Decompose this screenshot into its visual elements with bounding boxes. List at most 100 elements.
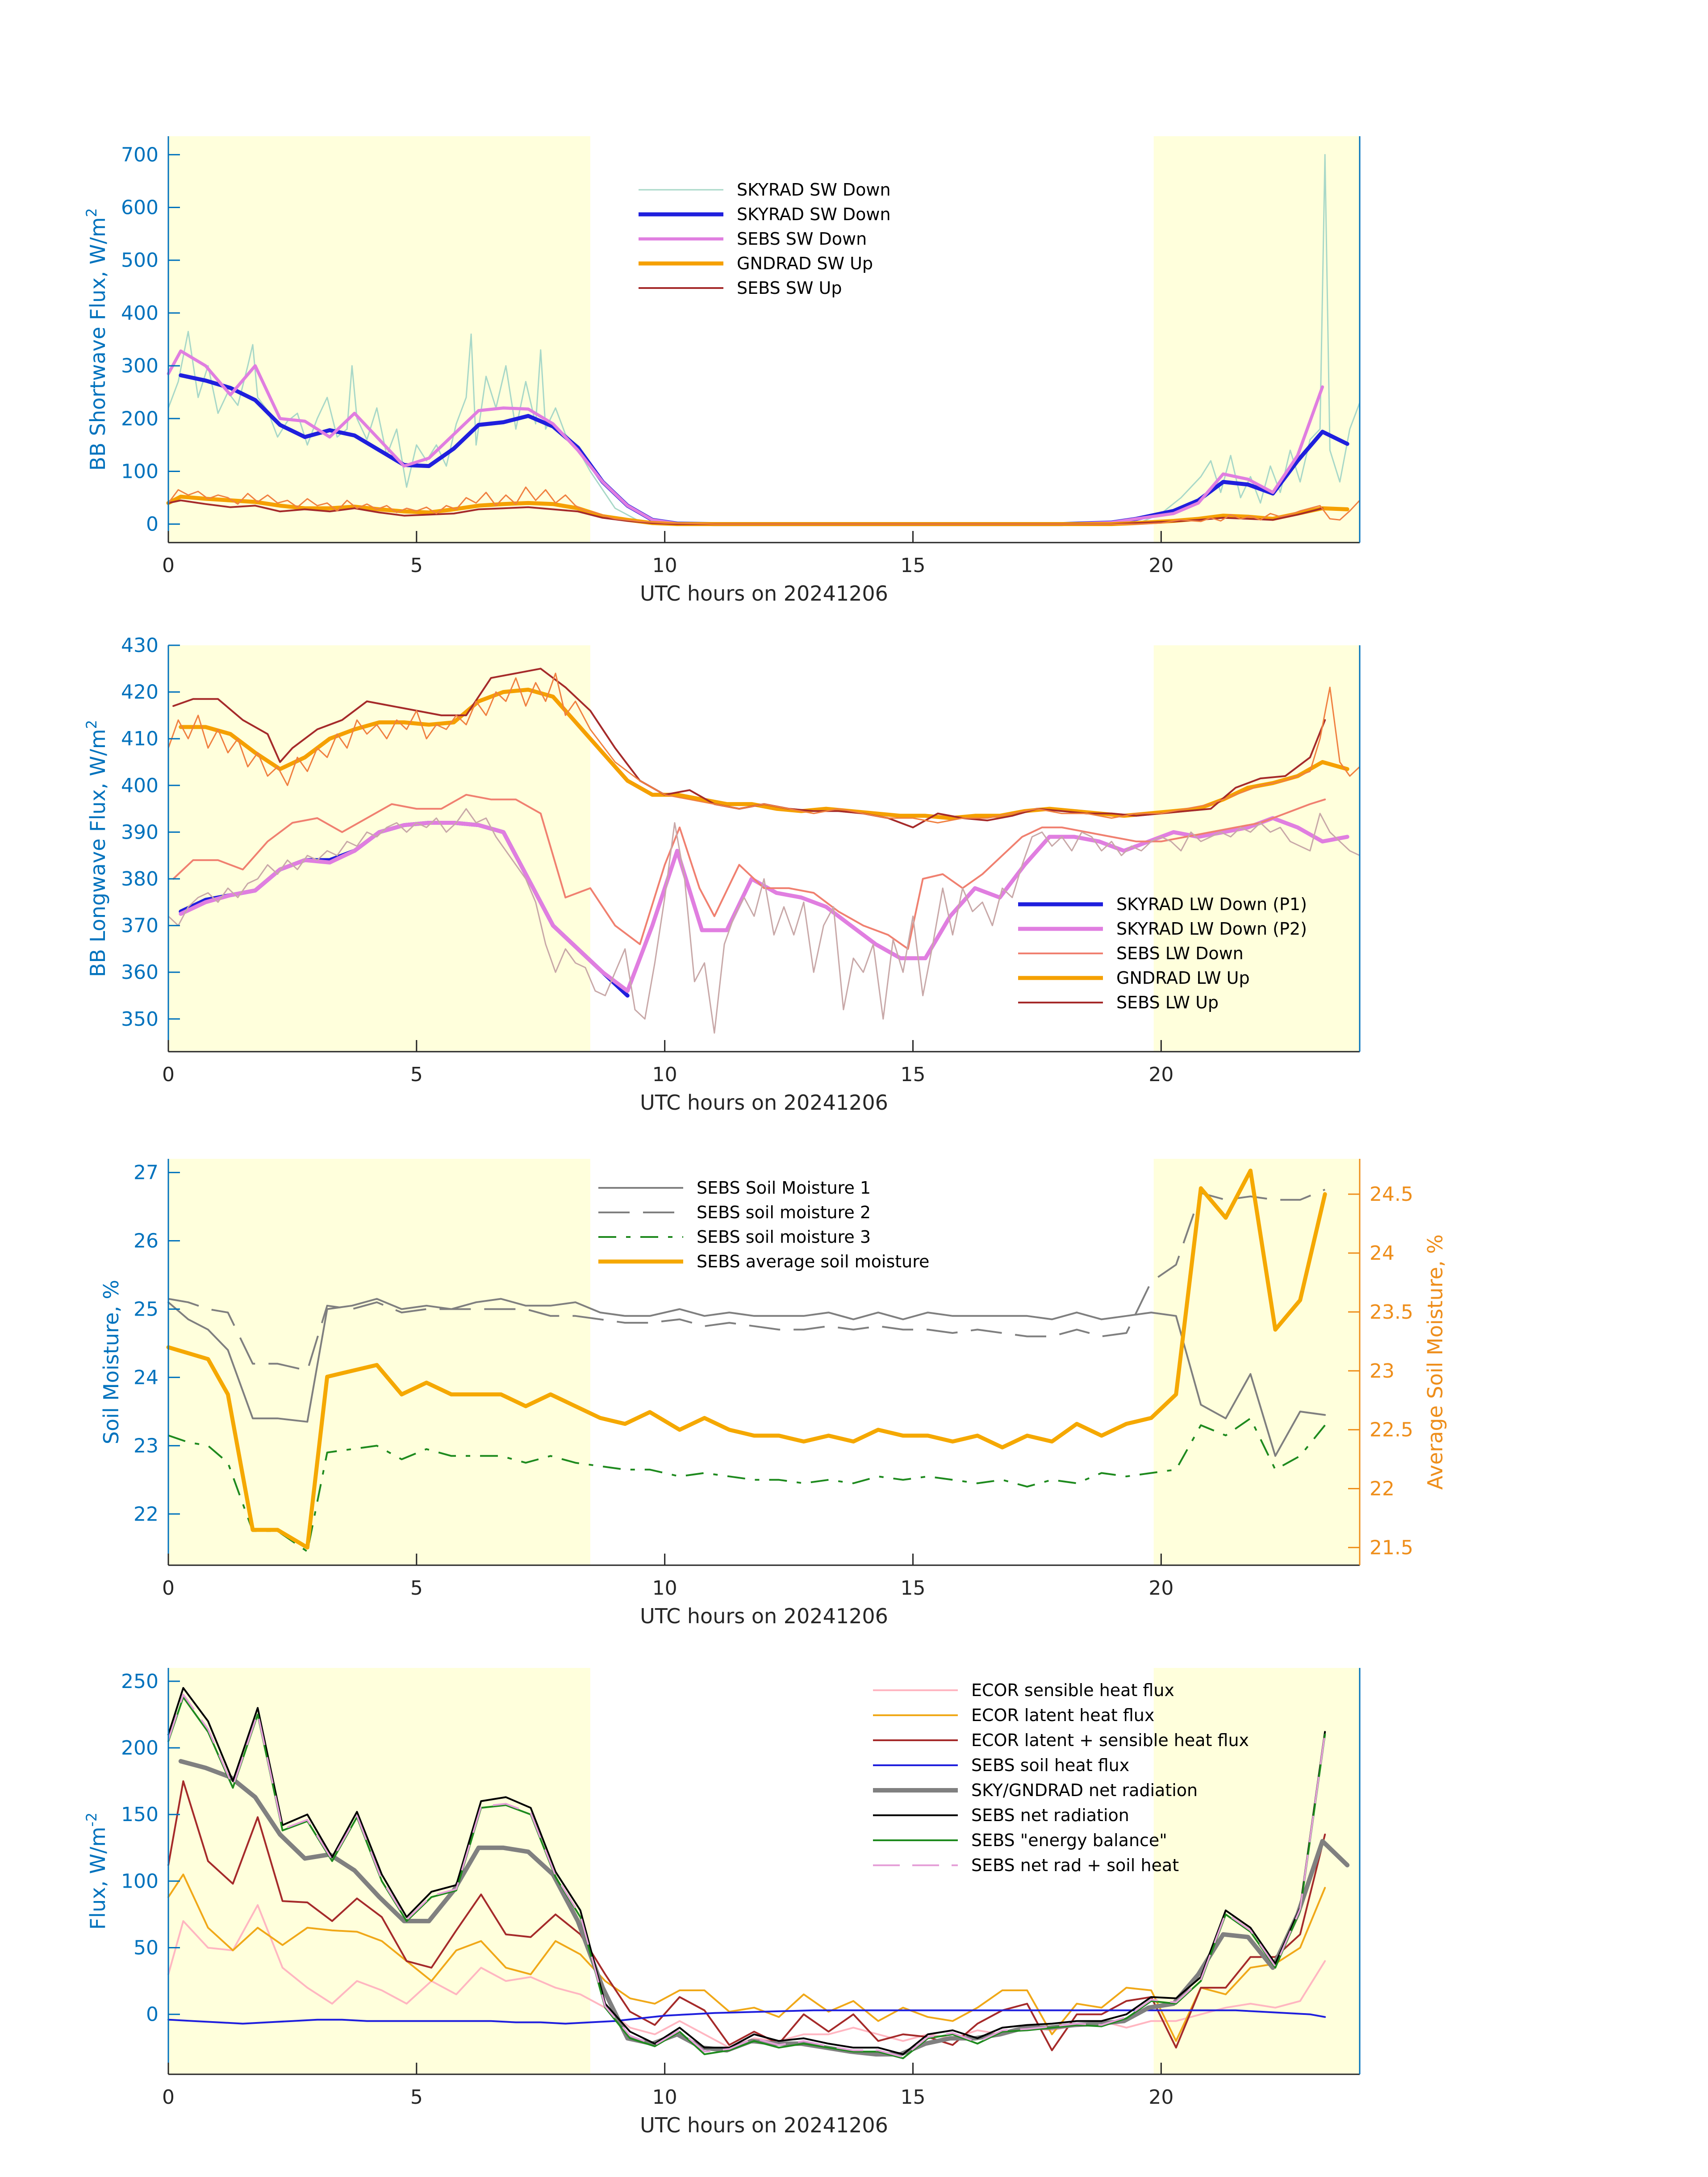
y-tick-label: 420 (121, 681, 159, 704)
y-tick-label: 370 (121, 915, 159, 937)
x-tick-label: 5 (410, 1577, 423, 1600)
y-tick-label: 0 (146, 513, 159, 536)
legend-entry-0: ECOR sensible heat flux (971, 1680, 1174, 1700)
y-tick-label: 300 (121, 355, 159, 377)
x-axis-label: UTC hours on 20241206 (640, 1091, 888, 1115)
y-tick-label: 400 (121, 774, 159, 797)
series-line-2 (167, 1780, 1326, 2052)
y-right-tick-label: 23 (1370, 1360, 1395, 1383)
x-tick-label: 20 (1148, 1063, 1173, 1086)
x-tick-label: 15 (901, 1063, 926, 1086)
x-tick-label: 15 (901, 2086, 926, 2109)
series-line-6 (167, 1696, 1326, 2060)
legend-entry-6: SEBS "energy balance" (971, 1830, 1167, 1850)
x-tick-label: 0 (162, 1063, 175, 1086)
legend-entry-2: ECOR latent + sensible heat flux (971, 1730, 1249, 1750)
y-right-tick-label: 23.5 (1370, 1301, 1413, 1324)
legend-entry-7: SEBS net rad + soil heat (971, 1855, 1179, 1875)
legend-entry-3: SEBS average soil moisture (697, 1252, 929, 1271)
y-tick-label: 150 (121, 1803, 159, 1826)
legend-entry-3: GNDRAD SW Up (737, 254, 873, 273)
legend-entry-1: SKYRAD LW Down (P2) (1116, 919, 1307, 939)
y-tick-label: 24 (134, 1366, 159, 1389)
y-tick-label: 100 (121, 1870, 159, 1893)
legend-entry-1: SEBS soil moisture 2 (697, 1203, 871, 1222)
y-axis-label: Soil Moisture, % (99, 1280, 123, 1444)
y-right-tick-label: 21.5 (1370, 1536, 1413, 1559)
legend-entry-1: ECOR latent heat flux (971, 1705, 1154, 1725)
legend-entry-4: SEBS LW Up (1116, 993, 1219, 1012)
legend-entry-0: SEBS Soil Moisture 1 (697, 1178, 871, 1198)
series-line-6 (167, 673, 1361, 823)
y-right-tick-label: 22.5 (1370, 1419, 1413, 1442)
x-tick-label: 0 (162, 554, 175, 577)
x-tick-label: 5 (410, 1063, 423, 1086)
series-line-5 (167, 1687, 1326, 2056)
legend-entry-3: GNDRAD LW Up (1116, 968, 1250, 988)
y-tick-label: 23 (134, 1434, 159, 1457)
y-tick-label: 22 (134, 1503, 159, 1525)
y-tick-label: 500 (121, 249, 159, 272)
y-tick-label: 380 (121, 868, 159, 890)
series-line-0 (167, 1298, 1326, 1457)
y-tick-label: 700 (121, 143, 159, 166)
legend-entry-0: SKYRAD LW Down (P1) (1116, 894, 1307, 914)
y-tick-label: 600 (121, 196, 159, 219)
legend-entry-2: SEBS SW Down (737, 229, 867, 249)
x-axis-label: UTC hours on 20241206 (640, 2113, 888, 2137)
x-tick-label: 0 (162, 1577, 175, 1600)
shaded-region-0 (168, 1159, 590, 1565)
x-tick-label: 0 (162, 2086, 175, 2109)
x-tick-label: 10 (652, 2086, 677, 2109)
y-tick-label: 390 (121, 821, 159, 844)
y-tick-label: 400 (121, 302, 159, 325)
y-tick-label: 0 (146, 2003, 159, 2026)
shaded-region-1 (1153, 136, 1360, 543)
series-line-4 (178, 1759, 1350, 2057)
y-tick-label: 26 (134, 1230, 159, 1253)
shaded-region-1 (1153, 1668, 1360, 2074)
y-tick-label: 27 (134, 1162, 159, 1184)
series-line-7 (167, 1693, 1326, 2058)
x-tick-label: 10 (652, 1577, 677, 1600)
y-axis-label: BB Longwave Flux, W/m2 (83, 720, 110, 977)
y-tick-label: 100 (121, 460, 159, 483)
x-tick-label: 20 (1148, 2086, 1173, 2109)
x-tick-label: 5 (410, 2086, 423, 2109)
legend-entry-1: SKYRAD SW Down (737, 205, 891, 224)
y-axis-label: BB Shortwave Flux, W/m2 (83, 208, 110, 471)
y-axis-label-superscript: -2 (83, 1813, 100, 1827)
series-line-3 (166, 1168, 1327, 1550)
y-axis-label: Flux, W/m-2 (83, 1813, 110, 1930)
x-tick-label: 20 (1148, 554, 1173, 577)
y-tick-label: 350 (121, 1008, 159, 1031)
x-tick-label: 10 (652, 1063, 677, 1086)
x-tick-label: 15 (901, 1577, 926, 1600)
y-tick-label: 430 (121, 634, 159, 657)
y-right-tick-label: 24 (1370, 1242, 1395, 1265)
x-axis-label: UTC hours on 20241206 (640, 1604, 888, 1628)
y-axis-label-superscript: 2 (83, 208, 100, 217)
chart-soil_moisture: 0 5 10 15 20 UTC hours on 20241206 22 23 24 25 26 2… (99, 1159, 1447, 1628)
y-tick-label: 410 (121, 727, 159, 750)
shaded-region-0 (168, 136, 590, 543)
legend-entry-2: SEBS soil moisture 3 (697, 1227, 871, 1247)
x-tick-label: 10 (652, 554, 677, 577)
x-tick-label: 20 (1148, 1577, 1173, 1600)
legend-entry-3: SEBS soil heat flux (971, 1755, 1129, 1775)
legend-entry-0: SKYRAD SW Down (737, 180, 891, 200)
series-line-2 (168, 1417, 1326, 1553)
y-tick-label: 200 (121, 407, 159, 430)
legend-entry-4: SEBS SW Up (737, 278, 842, 298)
series-line-5 (167, 808, 1361, 1034)
y-axis-label-superscript: 2 (83, 720, 100, 729)
series-line-5 (167, 486, 1361, 525)
chart-energy_flux: 0 5 10 15 20 UTC hours on 20241206 0 50 100 150 20… (83, 1668, 1361, 2137)
x-axis-label: UTC hours on 20241206 (640, 581, 888, 606)
x-tick-label: 15 (901, 554, 926, 577)
shaded-region-0 (168, 645, 590, 1052)
chart-shortwave: 0 5 10 15 20 UTC hours on 20241206 0 100 200 300 4… (83, 136, 1361, 606)
chart-longwave: 0 5 10 15 20 UTC hours on 20241206 350 360 370 38… (83, 634, 1361, 1115)
